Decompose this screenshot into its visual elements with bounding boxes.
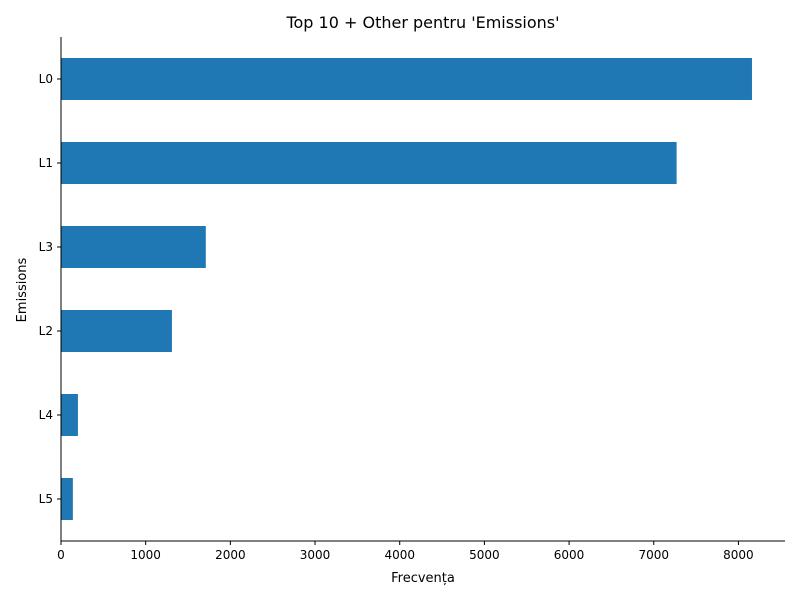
y-tick-label: L1 <box>39 156 53 170</box>
y-axis-ticks: L0 L1 L3 L2 L4 L5 <box>39 72 61 506</box>
x-tick-label: 5000 <box>469 548 500 562</box>
x-tick-label: 0 <box>57 548 65 562</box>
bar-l0 <box>61 58 752 100</box>
x-tick-label: 8000 <box>723 548 754 562</box>
y-tick-label: L3 <box>39 240 53 254</box>
x-axis-ticks: 0 1000 2000 3000 4000 5000 6000 7000 8000 <box>57 541 754 562</box>
y-tick-label: L0 <box>39 72 53 86</box>
x-tick-label: 4000 <box>384 548 415 562</box>
bar-l1 <box>61 142 677 184</box>
y-axis-label: Emissions <box>15 257 30 322</box>
bar-l5 <box>61 478 73 520</box>
bar-l2 <box>61 310 172 352</box>
bar-l4 <box>61 394 78 436</box>
bar-group <box>61 58 752 520</box>
x-tick-label: 1000 <box>130 548 161 562</box>
x-axis-label: Frecvența <box>391 571 455 586</box>
y-tick-label: L4 <box>39 408 53 422</box>
chart-title: Top 10 + Other pentru 'Emissions' <box>285 13 559 32</box>
x-tick-label: 2000 <box>215 548 246 562</box>
y-tick-label: L2 <box>39 324 53 338</box>
x-tick-label: 7000 <box>638 548 669 562</box>
x-tick-label: 3000 <box>300 548 331 562</box>
y-tick-label: L5 <box>39 492 53 506</box>
x-tick-label: 6000 <box>554 548 585 562</box>
bar-l3 <box>61 226 206 268</box>
